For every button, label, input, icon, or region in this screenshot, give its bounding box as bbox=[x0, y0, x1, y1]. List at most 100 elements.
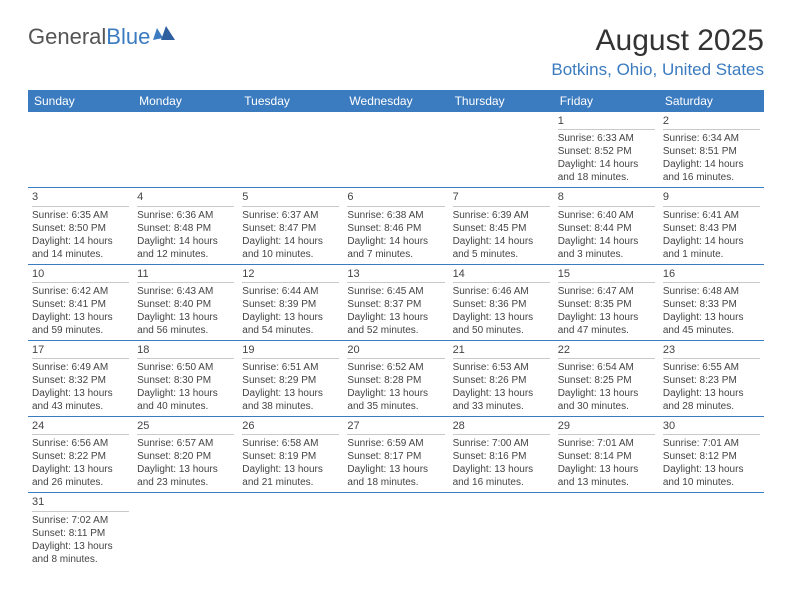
daylight-text: Daylight: 14 hours and 7 minutes. bbox=[347, 235, 444, 261]
sunrise-text: Sunrise: 6:33 AM bbox=[558, 132, 655, 145]
sunrise-text: Sunrise: 6:49 AM bbox=[32, 361, 129, 374]
day-cell: 21Sunrise: 6:53 AMSunset: 8:26 PMDayligh… bbox=[449, 340, 554, 416]
day-number: 12 bbox=[242, 267, 339, 283]
day-cell: 23Sunrise: 6:55 AMSunset: 8:23 PMDayligh… bbox=[659, 340, 764, 416]
sunrise-text: Sunrise: 6:37 AM bbox=[242, 209, 339, 222]
day-number: 28 bbox=[453, 419, 550, 435]
calendar-row: 31Sunrise: 7:02 AMSunset: 8:11 PMDayligh… bbox=[28, 493, 764, 569]
month-title: August 2025 bbox=[551, 24, 764, 58]
sunrise-text: Sunrise: 6:54 AM bbox=[558, 361, 655, 374]
sunset-text: Sunset: 8:43 PM bbox=[663, 222, 760, 235]
day-number: 19 bbox=[242, 343, 339, 359]
weekday-row: SundayMondayTuesdayWednesdayThursdayFrid… bbox=[28, 90, 764, 112]
day-number: 5 bbox=[242, 190, 339, 206]
daylight-text: Daylight: 14 hours and 12 minutes. bbox=[137, 235, 234, 261]
weekday-header: Wednesday bbox=[343, 90, 448, 112]
day-cell: 4Sunrise: 6:36 AMSunset: 8:48 PMDaylight… bbox=[133, 188, 238, 264]
day-cell: 18Sunrise: 6:50 AMSunset: 8:30 PMDayligh… bbox=[133, 340, 238, 416]
sunrise-text: Sunrise: 6:58 AM bbox=[242, 437, 339, 450]
sunset-text: Sunset: 8:40 PM bbox=[137, 298, 234, 311]
calendar-row: 24Sunrise: 6:56 AMSunset: 8:22 PMDayligh… bbox=[28, 417, 764, 493]
calendar-row: 10Sunrise: 6:42 AMSunset: 8:41 PMDayligh… bbox=[28, 264, 764, 340]
daylight-text: Daylight: 13 hours and 28 minutes. bbox=[663, 387, 760, 413]
day-number: 2 bbox=[663, 114, 760, 130]
sunset-text: Sunset: 8:47 PM bbox=[242, 222, 339, 235]
calendar-body: 1Sunrise: 6:33 AMSunset: 8:52 PMDaylight… bbox=[28, 112, 764, 569]
daylight-text: Daylight: 13 hours and 18 minutes. bbox=[347, 463, 444, 489]
empty-cell bbox=[449, 112, 554, 188]
sunrise-text: Sunrise: 6:34 AM bbox=[663, 132, 760, 145]
daylight-text: Daylight: 14 hours and 10 minutes. bbox=[242, 235, 339, 261]
sunset-text: Sunset: 8:46 PM bbox=[347, 222, 444, 235]
sunrise-text: Sunrise: 6:52 AM bbox=[347, 361, 444, 374]
sunset-text: Sunset: 8:33 PM bbox=[663, 298, 760, 311]
daylight-text: Daylight: 13 hours and 16 minutes. bbox=[453, 463, 550, 489]
daylight-text: Daylight: 13 hours and 30 minutes. bbox=[558, 387, 655, 413]
weekday-header: Saturday bbox=[659, 90, 764, 112]
day-number: 22 bbox=[558, 343, 655, 359]
day-number: 9 bbox=[663, 190, 760, 206]
sunrise-text: Sunrise: 6:46 AM bbox=[453, 285, 550, 298]
day-cell: 22Sunrise: 6:54 AMSunset: 8:25 PMDayligh… bbox=[554, 340, 659, 416]
sunrise-text: Sunrise: 6:50 AM bbox=[137, 361, 234, 374]
day-number: 11 bbox=[137, 267, 234, 283]
daylight-text: Daylight: 13 hours and 35 minutes. bbox=[347, 387, 444, 413]
day-number: 24 bbox=[32, 419, 129, 435]
daylight-text: Daylight: 13 hours and 33 minutes. bbox=[453, 387, 550, 413]
daylight-text: Daylight: 14 hours and 1 minute. bbox=[663, 235, 760, 261]
day-number: 13 bbox=[347, 267, 444, 283]
weekday-header: Tuesday bbox=[238, 90, 343, 112]
day-cell: 12Sunrise: 6:44 AMSunset: 8:39 PMDayligh… bbox=[238, 264, 343, 340]
sunset-text: Sunset: 8:39 PM bbox=[242, 298, 339, 311]
day-cell: 6Sunrise: 6:38 AMSunset: 8:46 PMDaylight… bbox=[343, 188, 448, 264]
weekday-header: Thursday bbox=[449, 90, 554, 112]
daylight-text: Daylight: 13 hours and 59 minutes. bbox=[32, 311, 129, 337]
day-cell: 7Sunrise: 6:39 AMSunset: 8:45 PMDaylight… bbox=[449, 188, 554, 264]
sunset-text: Sunset: 8:12 PM bbox=[663, 450, 760, 463]
day-cell: 8Sunrise: 6:40 AMSunset: 8:44 PMDaylight… bbox=[554, 188, 659, 264]
daylight-text: Daylight: 13 hours and 26 minutes. bbox=[32, 463, 129, 489]
sunset-text: Sunset: 8:30 PM bbox=[137, 374, 234, 387]
sunset-text: Sunset: 8:50 PM bbox=[32, 222, 129, 235]
sunrise-text: Sunrise: 6:44 AM bbox=[242, 285, 339, 298]
day-number: 18 bbox=[137, 343, 234, 359]
title-block: August 2025 Botkins, Ohio, United States bbox=[551, 24, 764, 80]
empty-cell bbox=[343, 112, 448, 188]
empty-cell bbox=[133, 493, 238, 569]
day-number: 10 bbox=[32, 267, 129, 283]
daylight-text: Daylight: 14 hours and 18 minutes. bbox=[558, 158, 655, 184]
sunrise-text: Sunrise: 6:35 AM bbox=[32, 209, 129, 222]
daylight-text: Daylight: 13 hours and 45 minutes. bbox=[663, 311, 760, 337]
day-number: 16 bbox=[663, 267, 760, 283]
sunrise-text: Sunrise: 6:56 AM bbox=[32, 437, 129, 450]
day-cell: 29Sunrise: 7:01 AMSunset: 8:14 PMDayligh… bbox=[554, 417, 659, 493]
flag-icon bbox=[153, 22, 175, 48]
sunset-text: Sunset: 8:41 PM bbox=[32, 298, 129, 311]
daylight-text: Daylight: 14 hours and 5 minutes. bbox=[453, 235, 550, 261]
daylight-text: Daylight: 13 hours and 23 minutes. bbox=[137, 463, 234, 489]
day-number: 14 bbox=[453, 267, 550, 283]
day-cell: 13Sunrise: 6:45 AMSunset: 8:37 PMDayligh… bbox=[343, 264, 448, 340]
daylight-text: Daylight: 13 hours and 52 minutes. bbox=[347, 311, 444, 337]
day-cell: 11Sunrise: 6:43 AMSunset: 8:40 PMDayligh… bbox=[133, 264, 238, 340]
day-cell: 19Sunrise: 6:51 AMSunset: 8:29 PMDayligh… bbox=[238, 340, 343, 416]
day-cell: 15Sunrise: 6:47 AMSunset: 8:35 PMDayligh… bbox=[554, 264, 659, 340]
day-number: 27 bbox=[347, 419, 444, 435]
sunset-text: Sunset: 8:20 PM bbox=[137, 450, 234, 463]
location: Botkins, Ohio, United States bbox=[551, 60, 764, 80]
empty-cell bbox=[238, 493, 343, 569]
sunset-text: Sunset: 8:22 PM bbox=[32, 450, 129, 463]
logo-text-general: General bbox=[28, 24, 106, 50]
sunset-text: Sunset: 8:51 PM bbox=[663, 145, 760, 158]
logo: GeneralBlue bbox=[28, 24, 175, 50]
daylight-text: Daylight: 13 hours and 56 minutes. bbox=[137, 311, 234, 337]
day-number: 25 bbox=[137, 419, 234, 435]
sunrise-text: Sunrise: 6:51 AM bbox=[242, 361, 339, 374]
sunrise-text: Sunrise: 6:59 AM bbox=[347, 437, 444, 450]
sunset-text: Sunset: 8:28 PM bbox=[347, 374, 444, 387]
daylight-text: Daylight: 13 hours and 43 minutes. bbox=[32, 387, 129, 413]
sunset-text: Sunset: 8:35 PM bbox=[558, 298, 655, 311]
day-number: 30 bbox=[663, 419, 760, 435]
empty-cell bbox=[133, 112, 238, 188]
sunset-text: Sunset: 8:32 PM bbox=[32, 374, 129, 387]
